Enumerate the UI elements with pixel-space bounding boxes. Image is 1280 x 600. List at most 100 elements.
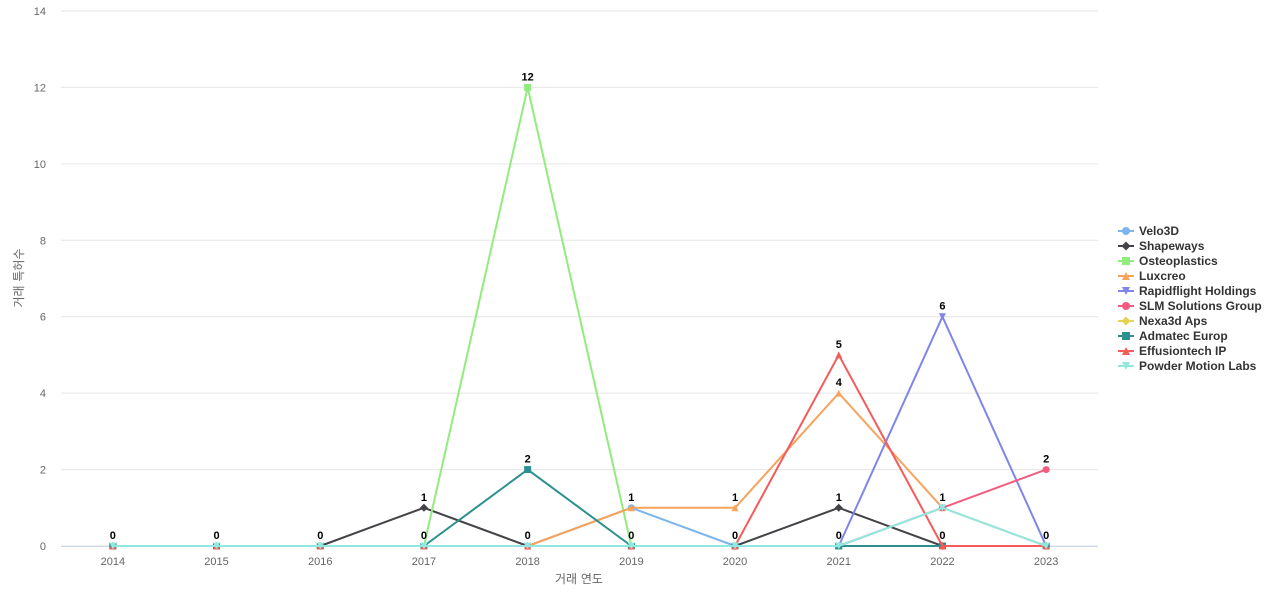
data-label-layer: 0 0 0 1 12 1 1 5 6 2 0 2 0 0 0 4 1 0 1 0 0 (110, 71, 1049, 542)
series-line[interactable] (111, 315, 1048, 547)
legend-marker-icon (1122, 332, 1130, 340)
data-point[interactable] (627, 542, 635, 550)
legend-item[interactable]: Powder Motion Labs (1118, 359, 1257, 373)
legend-label: Luxcreo (1139, 269, 1186, 283)
y-tick-label: 0 (40, 541, 46, 553)
data-point[interactable] (524, 466, 532, 474)
data-label: 1 (939, 492, 945, 504)
y-tick-label: 8 (40, 235, 46, 247)
y-tick-label: 6 (40, 312, 46, 324)
x-tick-label: 2023 (1034, 556, 1058, 568)
legend-marker-icon (1121, 316, 1131, 326)
series-line[interactable] (111, 506, 1048, 547)
data-label: 1 (732, 492, 738, 504)
legend-item[interactable]: Luxcreo (1118, 269, 1186, 283)
legend-label: Powder Motion Labs (1139, 359, 1257, 373)
data-label: 1 (421, 492, 427, 504)
legend-marker-icon (1122, 302, 1130, 310)
data-point[interactable] (213, 542, 221, 550)
data-label: 1 (628, 492, 634, 504)
data-label: 0 (939, 530, 945, 542)
data-label: 0 (421, 530, 427, 542)
data-label: 0 (732, 530, 738, 542)
legend-label: Nexa3d Aps (1139, 314, 1208, 328)
y-tick-label: 14 (34, 6, 46, 18)
data-label: 0 (1043, 530, 1049, 542)
series-rapidflight-holdings[interactable] (109, 313, 1050, 550)
data-label: 0 (836, 530, 842, 542)
data-point[interactable] (938, 313, 946, 321)
y-axis-title: 거래 특허수 (12, 248, 26, 307)
data-point[interactable] (420, 542, 428, 550)
data-point[interactable] (834, 503, 843, 512)
legend-item[interactable]: Effusiontech IP (1118, 344, 1226, 358)
legend-item[interactable]: SLM Solutions Group (1118, 299, 1262, 313)
data-label: 0 (628, 530, 634, 542)
data-label: 0 (525, 530, 531, 542)
data-point[interactable] (835, 542, 843, 550)
data-label: 0 (110, 530, 116, 542)
y-tick-label: 4 (40, 388, 46, 400)
legend-item[interactable]: Nexa3d Aps (1118, 314, 1208, 328)
x-tick-label: 2016 (308, 556, 332, 568)
x-tick-label: 2017 (412, 556, 436, 568)
data-point[interactable] (938, 504, 946, 512)
x-tick-label: 2018 (515, 556, 539, 568)
x-tick-label: 2019 (619, 556, 643, 568)
data-point[interactable] (731, 504, 739, 512)
data-point[interactable] (1042, 542, 1050, 550)
legend-item[interactable]: Rapidflight Holdings (1118, 284, 1257, 298)
series-powder-motion-labs[interactable] (109, 504, 1050, 550)
x-tick-label: 2020 (723, 556, 747, 568)
legend-label: Admatec Europ (1139, 329, 1228, 343)
legend-marker-icon (1122, 257, 1130, 265)
x-tick-label: 2014 (101, 556, 125, 568)
legend[interactable]: Velo3DShapewaysOsteoplasticsLuxcreoRapid… (1118, 224, 1262, 373)
data-point[interactable] (524, 542, 532, 550)
data-label: 1 (836, 492, 842, 504)
legend-marker-icon (1122, 227, 1130, 235)
legend-label: Rapidflight Holdings (1139, 284, 1257, 298)
legend-item[interactable]: Osteoplastics (1118, 254, 1218, 268)
legend-label: SLM Solutions Group (1139, 299, 1262, 313)
data-point[interactable] (938, 542, 946, 550)
y-tick-label: 2 (40, 465, 46, 477)
data-point[interactable] (109, 542, 117, 550)
data-point[interactable] (835, 389, 843, 397)
data-label: 0 (213, 530, 219, 542)
legend-item[interactable]: Velo3D (1118, 224, 1179, 238)
legend-item[interactable]: Admatec Europ (1118, 329, 1228, 343)
legend-label: Shapeways (1139, 239, 1205, 253)
data-label: 2 (525, 454, 531, 466)
data-point[interactable] (316, 542, 324, 550)
data-label: 6 (939, 301, 945, 313)
series-layer (108, 83, 1051, 550)
legend-label: Velo3D (1139, 224, 1179, 238)
legend-marker-icon (1122, 287, 1130, 295)
x-tick-label: 2021 (827, 556, 851, 568)
legend-marker-icon (1122, 362, 1130, 370)
legend-label: Effusiontech IP (1139, 344, 1226, 358)
grid-layer (61, 10, 1098, 547)
legend-label: Osteoplastics (1139, 254, 1218, 268)
data-label: 2 (1043, 454, 1049, 466)
data-point[interactable] (419, 503, 428, 512)
x-axis-title: 거래 연도 (555, 572, 603, 586)
x-tick-label: 2022 (930, 556, 954, 568)
legend-item[interactable]: Shapeways (1118, 239, 1205, 253)
series-line[interactable] (111, 353, 1048, 547)
data-label: 0 (317, 530, 323, 542)
data-point[interactable] (835, 351, 843, 359)
legend-marker-icon (1121, 241, 1131, 251)
legend-marker-icon (1122, 347, 1130, 355)
data-label: 4 (836, 377, 843, 389)
data-point[interactable] (524, 83, 532, 91)
data-point[interactable] (731, 542, 739, 550)
data-point[interactable] (627, 504, 635, 512)
series-admatec-europ[interactable] (109, 466, 1050, 550)
data-label: 5 (836, 339, 842, 351)
data-point[interactable] (1042, 466, 1050, 474)
